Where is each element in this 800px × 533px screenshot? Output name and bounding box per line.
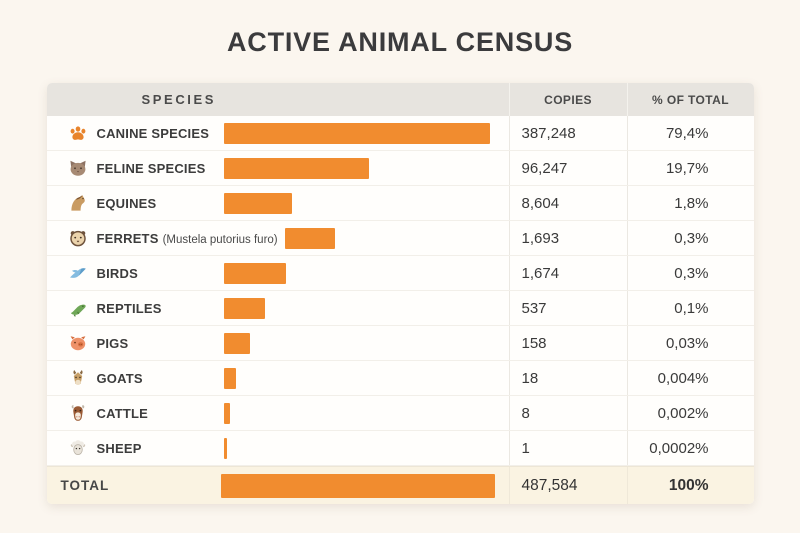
percent-value: 1,8% — [626, 186, 754, 220]
table-header: SPECIES COPIES % OF TOTAL — [46, 83, 754, 116]
percent-value: 19,7% — [626, 151, 754, 185]
species-label-group: PIGS — [97, 336, 224, 351]
percent-value: 0,3% — [626, 256, 754, 290]
census-bar — [223, 157, 369, 179]
paw-icon — [67, 123, 89, 143]
census-bar — [223, 332, 250, 354]
total-species-cell: TOTAL — [47, 467, 509, 504]
cat-face-icon — [67, 158, 89, 178]
copies-value: 387,248 — [508, 116, 627, 150]
census-bar — [223, 122, 490, 144]
species-label-group: FERRETS (Mustela putorius furo) — [97, 231, 285, 246]
species-cell: CATTLE — [47, 396, 509, 430]
census-bar — [223, 367, 236, 389]
total-copies-value: 487,584 — [508, 467, 627, 504]
species-label-group: BIRDS — [97, 266, 224, 281]
species-label-group: REPTILES — [97, 301, 224, 316]
table-body: CANINE SPECIES 387,248 79,4% FELINE SPEC… — [46, 116, 754, 466]
percent-value: 79,4% — [626, 116, 754, 150]
header-species: SPECIES — [141, 92, 217, 107]
species-cell: FELINE SPECIES — [47, 151, 509, 185]
percent-value: 0,002% — [626, 396, 754, 430]
species-label: FERRETS — [96, 230, 159, 246]
sheep-head-icon — [67, 438, 89, 458]
table-row: BIRDS 1,674 0,3% — [46, 256, 754, 291]
species-sublabel: (Mustela putorius furo) — [162, 233, 278, 246]
species-label: REPTILES — [96, 300, 162, 316]
goat-head-icon — [67, 368, 89, 388]
species-label: GOATS — [96, 370, 143, 386]
copies-value: 8 — [508, 396, 627, 430]
copies-value: 18 — [508, 361, 627, 395]
table-row: FERRETS (Mustela putorius furo) 1,693 0,… — [46, 221, 754, 256]
species-label-group: SHEEP — [97, 441, 224, 456]
cow-head-icon — [67, 403, 89, 423]
species-label: PIGS — [96, 335, 129, 351]
species-cell: BIRDS — [47, 256, 509, 290]
bird-icon — [67, 263, 89, 283]
percent-value: 0,3% — [626, 221, 754, 255]
species-label-group: GOATS — [97, 371, 224, 386]
table-row: GOATS 18 0,004% — [46, 361, 754, 396]
total-row: TOTAL 487,584 100% — [46, 466, 754, 504]
census-bar — [284, 227, 335, 249]
table-row: CANINE SPECIES 387,248 79,4% — [46, 116, 754, 151]
species-cell: PIGS — [47, 326, 509, 360]
copies-value: 158 — [508, 326, 627, 360]
species-label: CANINE SPECIES — [96, 125, 210, 141]
percent-value: 0,1% — [626, 291, 754, 325]
species-label: EQUINES — [96, 195, 157, 211]
ferret-face-icon — [67, 228, 89, 248]
species-label-group: CANINE SPECIES — [97, 126, 224, 141]
species-cell: SHEEP — [47, 431, 509, 465]
header-copies: COPIES — [508, 83, 627, 116]
copies-value: 537 — [508, 291, 627, 325]
table-row: SHEEP 1 0,0002% — [46, 431, 754, 466]
census-bar — [223, 192, 292, 214]
species-cell: CANINE SPECIES — [47, 116, 509, 150]
species-cell: EQUINES — [47, 186, 509, 220]
species-cell: FERRETS (Mustela putorius furo) — [47, 221, 509, 255]
species-label-group: FELINE SPECIES — [97, 161, 224, 176]
species-cell: REPTILES — [47, 291, 509, 325]
percent-value: 0,004% — [626, 361, 754, 395]
census-table: SPECIES COPIES % OF TOTAL CANINE SPECIES… — [46, 83, 754, 504]
species-label: BIRDS — [96, 265, 138, 281]
copies-value: 1,674 — [508, 256, 627, 290]
percent-value: 0,03% — [626, 326, 754, 360]
lizard-icon — [67, 298, 89, 318]
copies-value: 1,693 — [508, 221, 627, 255]
species-cell: GOATS — [47, 361, 509, 395]
census-bar — [223, 402, 230, 424]
copies-value: 96,247 — [508, 151, 627, 185]
header-percent: % OF TOTAL — [626, 83, 754, 116]
species-label-group: EQUINES — [97, 196, 224, 211]
species-label-group: CATTLE — [97, 406, 224, 421]
species-label: SHEEP — [96, 440, 142, 456]
copies-value: 8,604 — [508, 186, 627, 220]
total-census-bar — [220, 473, 495, 498]
table-row: EQUINES 8,604 1,8% — [46, 186, 754, 221]
copies-value: 1 — [508, 431, 627, 465]
page-title: ACTIVE ANIMAL CENSUS — [226, 27, 574, 57]
census-bar — [223, 297, 265, 319]
table-row: FELINE SPECIES 96,247 19,7% — [46, 151, 754, 186]
table-row: REPTILES 537 0,1% — [46, 291, 754, 326]
table-row: CATTLE 8 0,002% — [46, 396, 754, 431]
percent-value: 0,0002% — [626, 431, 754, 465]
pig-face-icon — [67, 333, 89, 353]
census-bar — [223, 262, 286, 284]
table-row: PIGS 158 0,03% — [46, 326, 754, 361]
species-label: CATTLE — [96, 405, 149, 421]
total-percent-value: 100% — [626, 467, 754, 504]
total-label: TOTAL — [60, 478, 110, 493]
horse-head-icon — [67, 193, 89, 213]
species-label: FELINE SPECIES — [96, 160, 206, 176]
census-bar — [223, 437, 227, 459]
